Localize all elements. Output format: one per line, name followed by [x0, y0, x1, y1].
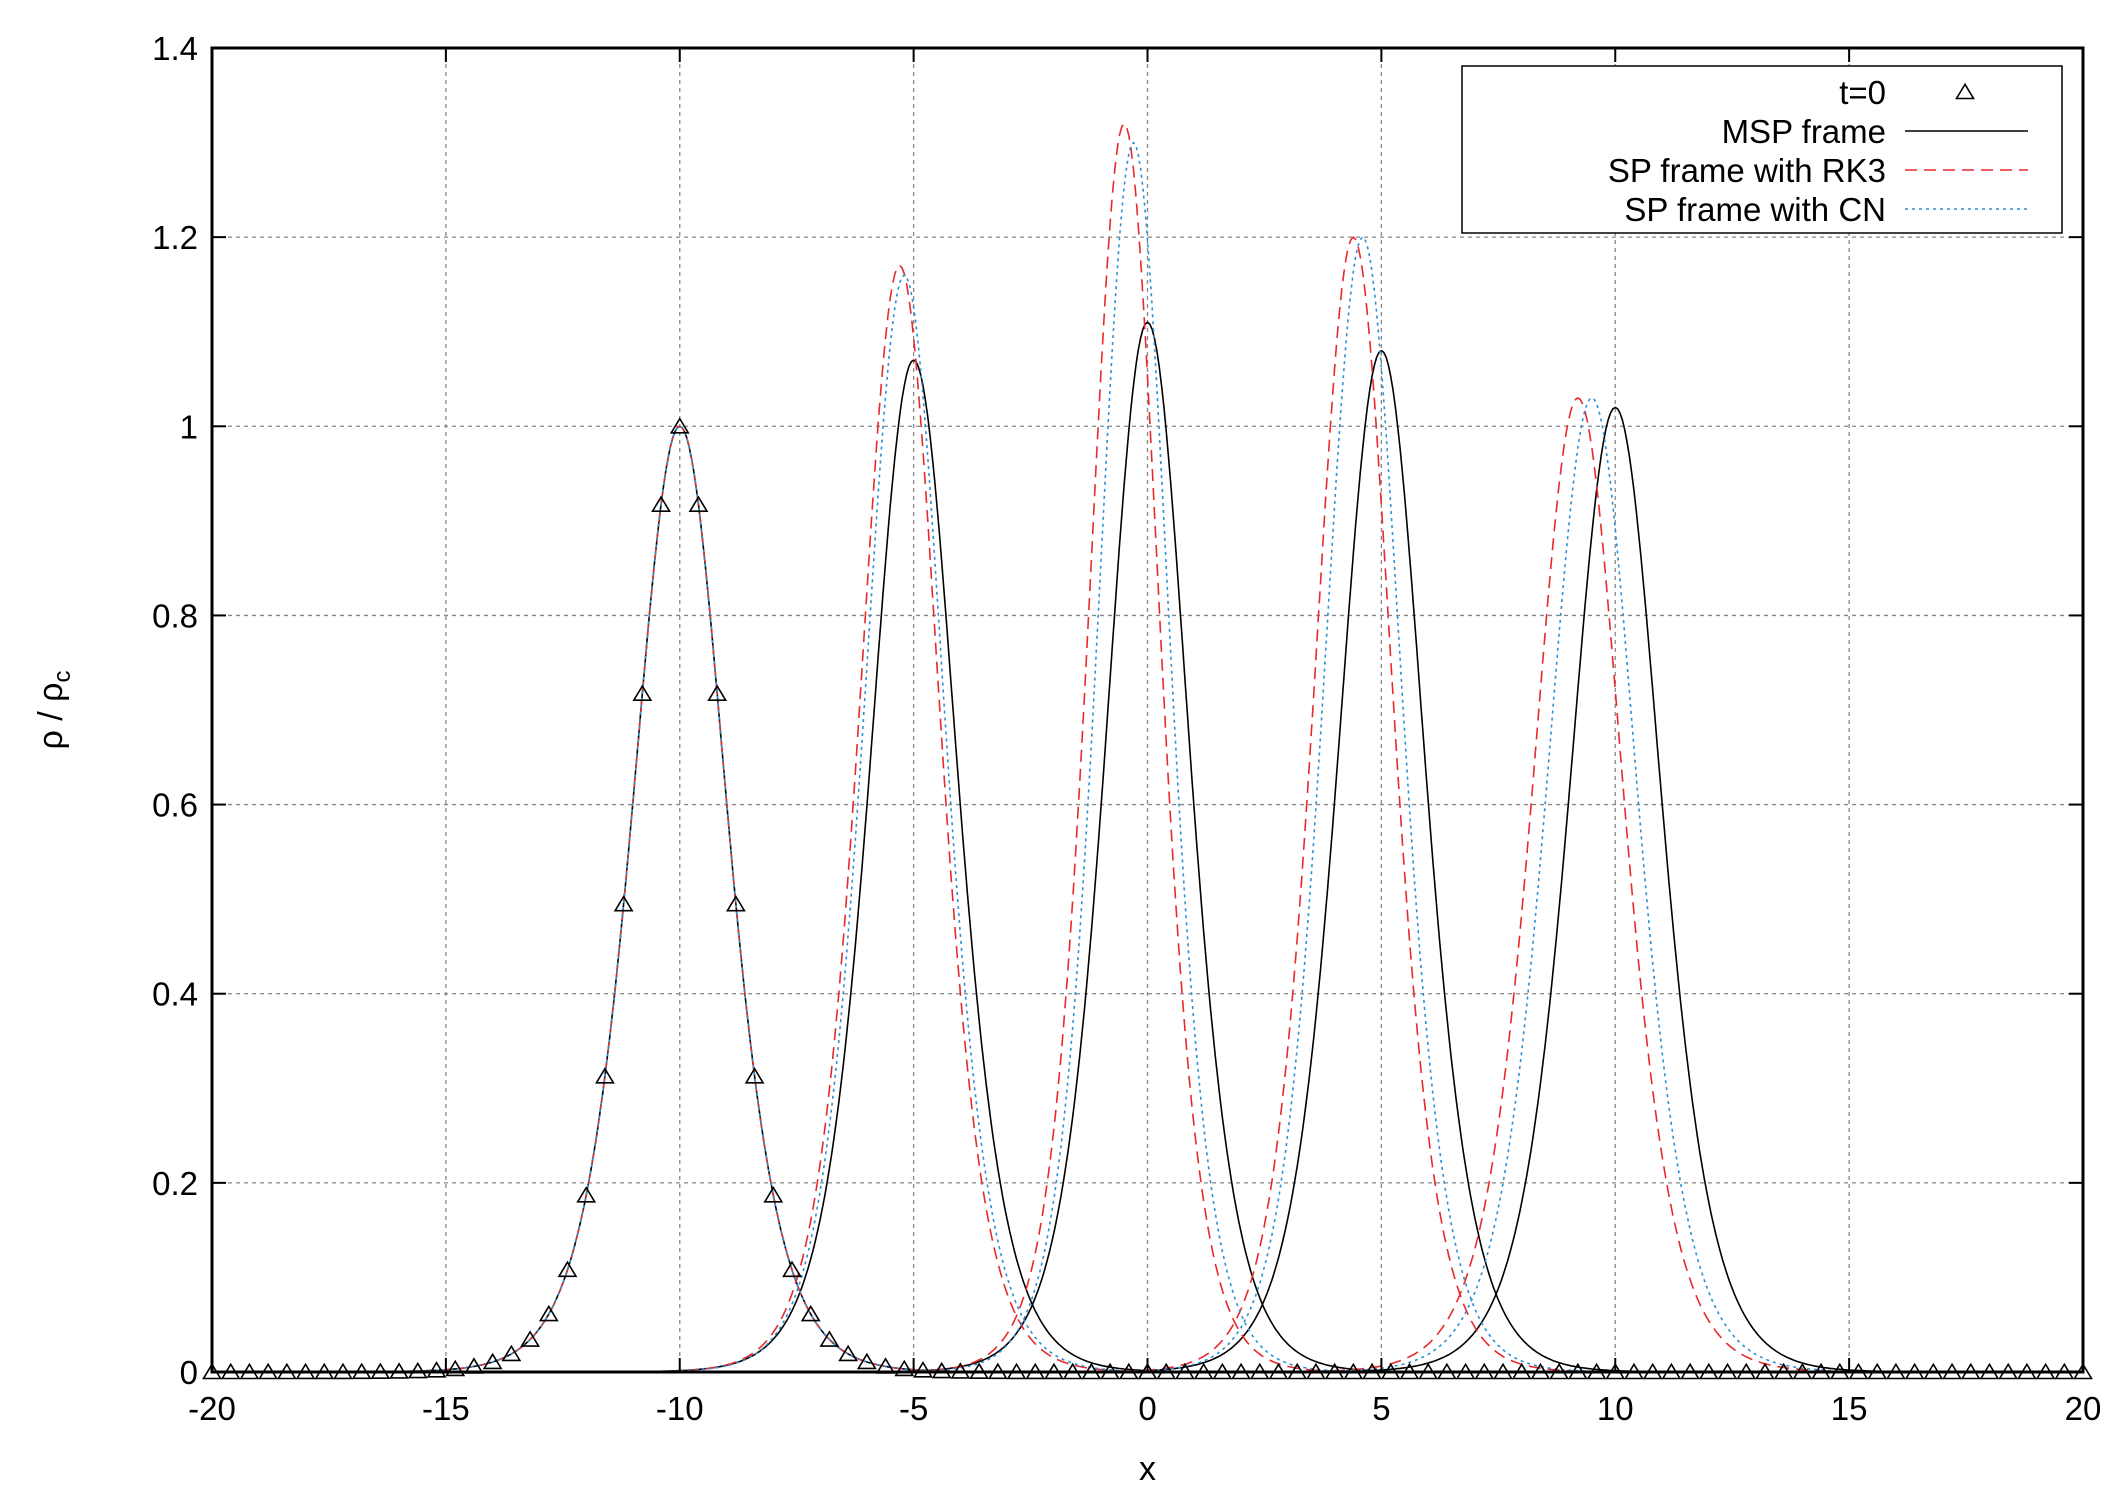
triangle-icon: [538, 1304, 559, 1322]
legend-label: SP frame with RK3: [1608, 152, 1886, 189]
triangle-icon: [445, 1359, 466, 1377]
triangle-icon: [669, 417, 690, 434]
triangle-icon: [800, 1304, 821, 1322]
triangle-icon: [856, 1352, 877, 1370]
triangle-icon: [501, 1344, 522, 1362]
triangle-icon: [1955, 82, 1975, 100]
x-tick-label: 10: [1597, 1390, 1634, 1427]
y-tick-label: 1.4: [152, 30, 198, 67]
series-line: [212, 425, 2083, 1373]
x-tick-label: -20: [188, 1390, 236, 1427]
x-tick-label: -5: [899, 1390, 928, 1427]
triangle-icon: [931, 1361, 952, 1379]
triangle-icon: [838, 1344, 859, 1362]
legend: t=0 MSP frame SP frame with RK3 SP frame…: [1461, 65, 2063, 234]
triangle-icon: [819, 1330, 840, 1347]
triangle-icon: [763, 1186, 784, 1203]
triangle-icon: [913, 1361, 933, 1378]
y-tick-label: 1: [180, 408, 198, 445]
triangle-icon: [613, 894, 634, 912]
legend-box: [1461, 65, 2063, 234]
x-tick-label: 20: [2065, 1390, 2102, 1427]
triangle-icon: [782, 1260, 802, 1278]
triangle-icon: [594, 1067, 615, 1084]
y-tick-label: 0.8: [152, 597, 198, 634]
series-line: [212, 141, 2083, 1373]
y-axis-label: ρ / ρc: [32, 670, 76, 749]
legend-sample-triangle-icon: [1955, 82, 1975, 100]
series-line: [212, 274, 2083, 1373]
legend-entry-sp-rk3: SP frame with RK3: [1608, 152, 2028, 189]
triangle-icon: [744, 1067, 765, 1084]
triangle-icon: [407, 1361, 428, 1379]
legend-entry-t0: t=0: [1839, 74, 1975, 111]
y-tick-label: 0.6: [152, 787, 198, 824]
legend-entry-msp-frame: MSP frame: [1722, 113, 2028, 150]
legend-label: SP frame with CN: [1624, 191, 1886, 228]
x-axis-label: x: [1139, 1450, 1156, 1488]
series-line: [212, 321, 2083, 1373]
x-tick-label: 0: [1138, 1390, 1156, 1427]
triangle-icon: [520, 1330, 540, 1347]
x-tick-label: 5: [1372, 1390, 1390, 1427]
triangle-icon: [688, 495, 709, 512]
triangle-icon: [576, 1186, 597, 1203]
triangle-icon: [894, 1359, 915, 1377]
y-tick-label: 0.2: [152, 1165, 198, 1202]
axis-ticks: -20 -15 -10 -5 0 5 10 15 20 0 0.2 0.4 0.6 0.8 1 1.2 1.4: [152, 30, 2101, 1427]
triangle-icon: [482, 1352, 503, 1370]
x-tick-label: -15: [422, 1390, 470, 1427]
legend-entry-sp-cn: SP frame with CN: [1624, 191, 2028, 228]
triangle-icon: [707, 684, 728, 702]
triangle-icon: [426, 1361, 447, 1378]
triangle-icon: [651, 495, 671, 512]
y-tick-label: 1.2: [152, 219, 198, 256]
triangle-icon: [725, 894, 746, 912]
triangle-icon: [632, 684, 653, 702]
y-tick-label: 0.4: [152, 976, 198, 1013]
y-axis-label-main: ρ / ρ: [32, 682, 70, 749]
y-tick-label: 0: [180, 1354, 198, 1391]
y-axis-label-subscript: c: [49, 670, 76, 682]
x-tick-label: -10: [656, 1390, 704, 1427]
x-tick-label: 15: [1831, 1390, 1868, 1427]
legend-label: t=0: [1839, 74, 1886, 111]
triangle-icon: [557, 1260, 578, 1278]
legend-label: MSP frame: [1722, 113, 1886, 150]
